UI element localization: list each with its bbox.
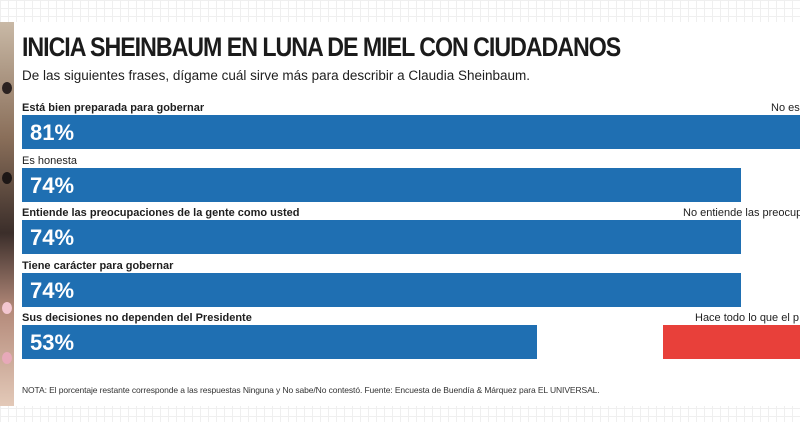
bar-category-label: Está bien preparada para gobernar xyxy=(22,102,205,114)
chart-subtitle: De las siguientes frases, dígame cuál si… xyxy=(22,68,530,83)
opposite-category-label: No es xyxy=(771,102,800,114)
bar-value-label: 74% xyxy=(30,277,75,303)
bar-category-label: Entiende las preocupaciones de la gente … xyxy=(22,207,300,219)
opposite-category-label: No entiende las preocup xyxy=(683,207,800,219)
cropped-photo-edge xyxy=(0,22,14,406)
opposite-bar xyxy=(663,325,800,359)
footnote: NOTA: El porcentaje restante corresponde… xyxy=(22,385,600,395)
bar-category-label: Tiene carácter para gobernar xyxy=(22,259,174,272)
bar-value-label: 81% xyxy=(30,120,75,145)
opposite-category-label: Hace todo lo que el p xyxy=(695,312,799,324)
bar: 53% xyxy=(22,325,537,359)
bar: 74% xyxy=(22,272,741,307)
bar-value-label: 74% xyxy=(30,225,75,250)
bar: 81% xyxy=(22,115,800,149)
bar-value-label: 53% xyxy=(30,330,75,355)
chart-title: INICIA SHEINBAUM EN LUNA DE MIEL CON CIU… xyxy=(22,32,621,62)
bar-value-label: 74% xyxy=(30,172,75,198)
bar-category-label: Sus decisiones no dependen del President… xyxy=(22,312,252,324)
bar-category-label: Es honesta xyxy=(22,154,78,167)
bar: 74% xyxy=(22,167,741,202)
bar: 74% xyxy=(22,220,741,254)
